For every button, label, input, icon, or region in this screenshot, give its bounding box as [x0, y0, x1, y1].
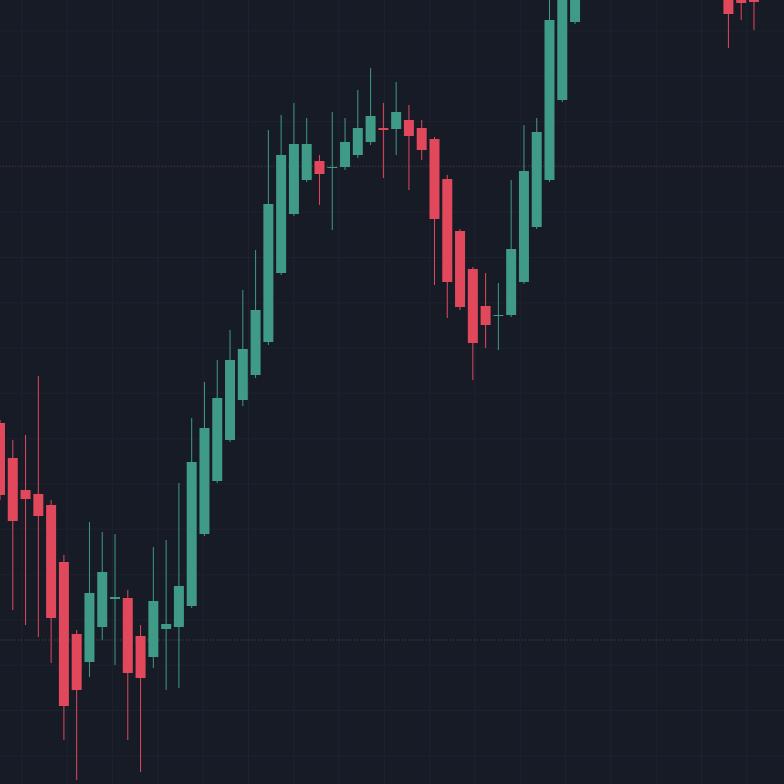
- candle-body: [122, 598, 133, 673]
- candle-body: [391, 112, 402, 129]
- candle-body: [276, 155, 287, 273]
- candle-body: [237, 349, 248, 400]
- candle-body: [506, 249, 517, 315]
- candle-body: [429, 139, 440, 219]
- candle-body: [314, 161, 325, 174]
- candle-body: [570, 0, 581, 22]
- candle-body: [442, 179, 453, 282]
- candle-body: [33, 494, 44, 516]
- candle-body: [416, 128, 427, 150]
- candle-body: [365, 116, 376, 142]
- candle-body: [46, 505, 57, 618]
- candle-body: [110, 597, 121, 599]
- candle-body: [199, 428, 210, 534]
- candle-body: [58, 562, 69, 706]
- candle-body: [250, 310, 261, 375]
- candle-body: [161, 624, 172, 629]
- candle-body: [7, 458, 18, 521]
- candle-body: [736, 0, 747, 3]
- candle-body: [212, 398, 223, 481]
- candle-body: [518, 171, 529, 282]
- candle-body: [186, 462, 197, 606]
- candle-body: [531, 132, 542, 227]
- candle-body: [493, 315, 504, 316]
- candle-body: [455, 231, 466, 307]
- candle-body: [403, 120, 414, 136]
- candle-body: [0, 423, 5, 495]
- candle-body: [544, 20, 555, 180]
- candle-body: [20, 490, 31, 499]
- candle-body: [480, 306, 491, 325]
- candle-body: [173, 586, 184, 627]
- candle-body: [301, 144, 312, 180]
- candle-body: [148, 601, 159, 657]
- candle-body: [71, 634, 82, 690]
- candle-body: [467, 269, 478, 343]
- candle-body: [557, 0, 568, 100]
- candle-body: [225, 360, 236, 440]
- candle-body: [84, 593, 95, 662]
- candle-body: [352, 128, 363, 155]
- candle-body: [135, 636, 146, 678]
- candle-body: [378, 128, 389, 130]
- candle-body: [97, 572, 108, 627]
- candle-body: [723, 0, 734, 14]
- candle-body: [288, 144, 299, 214]
- candle-body: [340, 142, 351, 167]
- candle-body: [263, 204, 274, 342]
- candle-body: [327, 167, 338, 168]
- candle-body: [748, 0, 759, 2]
